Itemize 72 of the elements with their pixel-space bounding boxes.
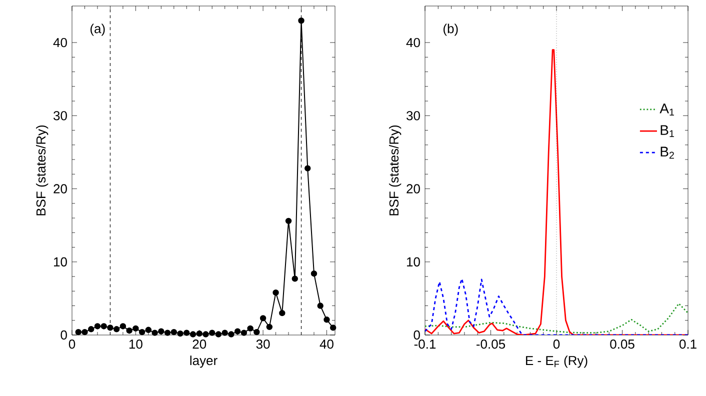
line-series [425,278,688,335]
y-tick-label: 40 [53,38,67,48]
point [260,315,266,322]
point [100,323,107,330]
x-axis-title: E - E$_{F}$ (Ry) [526,356,588,368]
point [132,325,139,332]
point [317,302,324,309]
point [158,328,164,334]
legend-label: A$_{1}$ [660,104,674,116]
x-tick-label: 10 [129,340,142,349]
x-tick-label: 0.1 [679,340,696,349]
point [285,218,292,224]
point [279,310,286,316]
point [310,270,318,277]
point [75,328,82,336]
point [228,331,234,338]
y-tick-label: 30 [54,111,67,120]
x-tick-label: -0.1 [414,340,436,349]
y-tick-label: 10 [407,257,420,266]
y-tick-label: 20 [406,184,420,194]
y-axis-title: BSF (states/Ry) [36,125,48,216]
legend-label: B$_{1}$ [660,125,674,138]
point [247,325,254,332]
x-tick-label: 30 [256,340,270,349]
x-tick-label: 0.05 [610,340,634,349]
point [177,330,184,337]
point [330,324,336,331]
point [222,330,228,336]
x-tick-label: 20 [192,340,206,349]
legend-label: B$_{2}$ [660,146,674,159]
point [272,289,279,296]
point [209,330,216,336]
point [298,18,304,24]
point [196,330,202,337]
x-tick-label: 40 [320,340,334,349]
point [215,331,222,338]
y-tick-label: 20 [54,184,67,194]
point [113,326,120,332]
point [138,328,146,336]
point [240,330,248,336]
point [145,326,152,333]
point [120,323,126,330]
point [107,324,114,331]
y-tick-label: 0 [414,330,420,340]
point [190,331,196,338]
point [254,328,260,336]
x-tick-label: -0.05 [476,340,506,349]
x-tick-label: 0 [553,340,560,349]
y-axis-title: BSF (states/Ry) [389,125,402,216]
point [266,324,273,330]
annotation: (a) [90,24,105,36]
point [126,328,132,334]
point [234,328,241,334]
point [88,326,94,332]
point [184,330,190,336]
point [82,328,88,336]
point [304,165,311,172]
point [170,328,177,336]
point [292,276,298,282]
point [152,330,158,336]
y-tick-label: 40 [406,38,420,48]
annotation: (b) [444,24,458,36]
line-series [425,302,688,334]
point [324,316,330,323]
x-axis-title: layer [190,356,218,368]
y-tick-label: 0 [60,330,67,340]
point [164,330,171,336]
x-tick-label: 0 [68,340,76,349]
y-tick-label: 10 [54,257,67,266]
y-tick-label: 30 [406,111,420,120]
point [94,323,101,330]
point [202,331,209,338]
